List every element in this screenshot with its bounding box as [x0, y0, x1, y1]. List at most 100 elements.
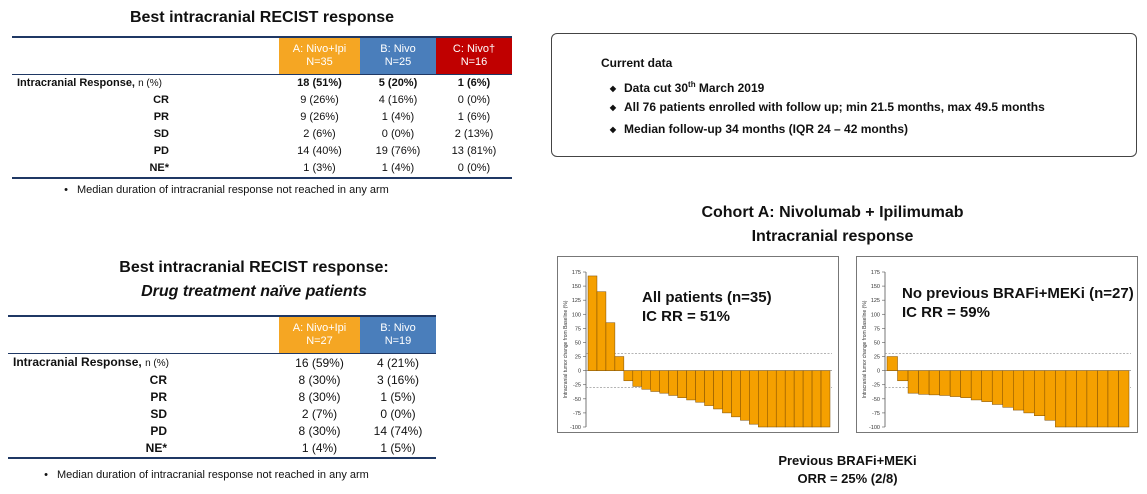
table-cell: 2 (6%): [303, 128, 336, 140]
y-tick-label: 150: [572, 284, 581, 290]
table-cell: 4 (16%): [378, 94, 418, 106]
current-data-list: ◆ Data cut 30th March 2019 ◆ All 76 patien…: [602, 74, 1045, 140]
y-tick-label: -25: [573, 383, 581, 389]
table-cell: 8 (30%): [298, 373, 341, 387]
waterfall-bar: [641, 370, 651, 390]
table-cell: 1 (5%): [380, 390, 416, 404]
table-cell: 2 (7%): [301, 407, 338, 421]
row-label: PR: [150, 390, 167, 404]
table1-note: Median duration of intracranial response…: [55, 184, 389, 196]
waterfall-bar: [802, 370, 813, 428]
col-a-name: A: Nivo+Ipi: [292, 322, 347, 334]
col-a-name: A: Nivo+Ipi: [292, 43, 347, 55]
table-row: PD 8 (30%) 14 (74%): [8, 423, 436, 440]
table-cell: 1 (5%): [380, 441, 416, 455]
table2-header-row: A: Nivo+Ipi N=27 B: Nivo N=19: [8, 316, 436, 354]
y-tick-label: -25: [872, 383, 880, 389]
row-label: CR: [149, 373, 167, 387]
list-item: ◆ Median follow-up 34 months (IQR 24 – 42…: [602, 118, 1045, 140]
col-b-name: B: Nivo: [380, 43, 416, 55]
waterfall-bar: [605, 322, 616, 371]
table2-col-b-header: B: Nivo N=19: [360, 316, 436, 354]
footer-previous-braf: Previous BRAFi+MEKi: [778, 453, 917, 468]
waterfall-bar: [668, 370, 678, 396]
chart-caption-2: IC RR = 51%: [642, 308, 730, 325]
waterfall-bar: [811, 370, 822, 428]
waterfall-bar: [695, 370, 705, 403]
col-b-name: B: Nivo: [380, 322, 416, 334]
waterfall-bar: [981, 370, 993, 402]
main-row-unit: n (%): [145, 358, 169, 369]
table2: A: Nivo+Ipi N=27 B: Nivo N=19 Intracrani…: [8, 315, 436, 459]
table2-title: Best intracranial RECIST response:: [119, 259, 389, 276]
waterfall-bar: [775, 370, 786, 428]
row-label: CR: [153, 94, 169, 106]
y-tick-label: -50: [872, 397, 880, 403]
y-tick-label: 125: [572, 298, 581, 304]
waterfall-bar: [1023, 370, 1035, 414]
waterfall-bar: [1065, 370, 1077, 428]
y-tick-label: 25: [575, 355, 581, 361]
waterfall-bar: [784, 370, 795, 428]
table-cell: 9 (26%): [300, 111, 339, 123]
table-cell: 1 (3%): [303, 162, 336, 174]
table1-main-row: Intracranial Response, n (%) 18 (51%) 5 …: [12, 75, 512, 93]
row-label: NE*: [145, 441, 167, 455]
col-a-n: N=27: [306, 335, 333, 347]
waterfall-bar: [1107, 370, 1119, 428]
waterfall-bar: [713, 370, 723, 410]
table1: A: Nivo+Ipi N=35 B: Nivo N=25 C: Nivo† N…: [12, 36, 512, 179]
main-row-label: Intracranial Response, n (%): [12, 75, 279, 93]
waterfall-bar: [1034, 370, 1046, 416]
waterfall-bar: [758, 370, 768, 428]
waterfall-bar: [793, 370, 804, 428]
waterfall-bar: [1002, 370, 1014, 408]
waterfall-bar: [731, 370, 741, 418]
waterfall-bar: [722, 370, 732, 414]
waterfall-bar: [740, 370, 750, 421]
waterfall-chart-all: Intracranial tumor change from Baseline …: [563, 270, 832, 431]
waterfall-bar: [659, 370, 669, 394]
col-a-n: N=35: [306, 56, 333, 68]
table-cell: 1 (6%): [457, 77, 491, 89]
table-row: CR 8 (30%) 3 (16%): [8, 372, 436, 389]
table-cell: 14 (74%): [373, 424, 423, 438]
table-row: PR 8 (30%) 1 (5%): [8, 389, 436, 406]
table-row: NE* 1 (3%) 1 (4%) 0 (0%): [12, 160, 512, 178]
y-tick-label: 25: [874, 355, 880, 361]
y-tick-label: 0: [877, 369, 880, 375]
waterfall-bar: [918, 370, 930, 395]
table-cell: 18 (51%): [297, 77, 342, 89]
bullet-icon: ◆: [609, 124, 617, 134]
bullet-text: Data cut 30: [624, 81, 689, 95]
table2-main-row: Intracranial Response, n (%) 16 (59%) 4 …: [8, 354, 436, 373]
main-row-unit: n (%): [138, 78, 162, 89]
table-cell: 0 (0%): [457, 94, 491, 106]
y-tick-label: 100: [572, 312, 581, 318]
row-label: PR: [153, 111, 169, 123]
waterfall-bar: [677, 370, 687, 398]
table-cell: 9 (26%): [300, 94, 339, 106]
table1-header-row: A: Nivo+Ipi N=35 B: Nivo N=25 C: Nivo† N…: [12, 37, 512, 75]
waterfall-bar: [704, 370, 714, 406]
table-cell: 2 (13%): [454, 128, 494, 140]
row-label: NE*: [149, 162, 169, 174]
bullet-suffix: March 2019: [695, 81, 765, 95]
bullet-text: All 76 patients enrolled with follow up;…: [624, 100, 1045, 114]
table-cell: 19 (76%): [375, 145, 421, 157]
main-row-label-text: Intracranial Response,: [13, 355, 142, 369]
bullet-text: Median follow-up 34 months (IQR 24 – 42 …: [624, 122, 909, 136]
chart-caption-1: All patients (n=35): [642, 289, 772, 306]
y-tick-label: -75: [872, 411, 880, 417]
waterfall-panel-all: Intracranial tumor change from Baseline …: [557, 256, 839, 433]
y-tick-label: 175: [572, 270, 581, 276]
row-label: PD: [150, 424, 167, 438]
y-tick-label: 50: [575, 340, 581, 346]
bullet-icon: ◆: [609, 102, 617, 112]
y-tick-label: 100: [871, 312, 880, 318]
waterfall-bar: [1097, 370, 1109, 428]
table-cell: 14 (40%): [297, 145, 342, 157]
list-item: ◆ All 76 patients enrolled with follow up…: [602, 96, 1045, 118]
table-cell: 13 (81%): [451, 145, 497, 157]
waterfall-chart-naive: Intracranial tumor change from Baseline …: [862, 270, 1131, 431]
